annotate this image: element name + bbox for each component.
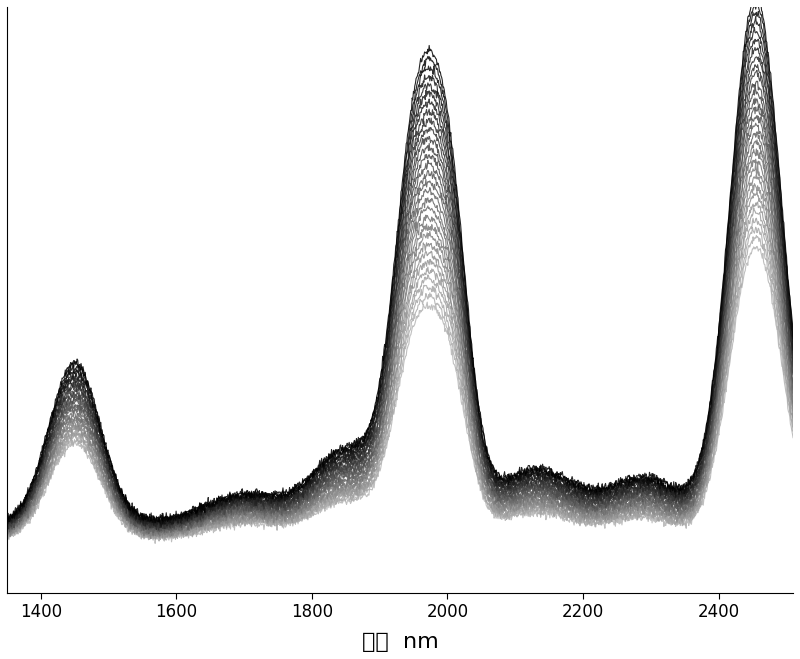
X-axis label: 波长  nm: 波长 nm [362, 632, 438, 652]
